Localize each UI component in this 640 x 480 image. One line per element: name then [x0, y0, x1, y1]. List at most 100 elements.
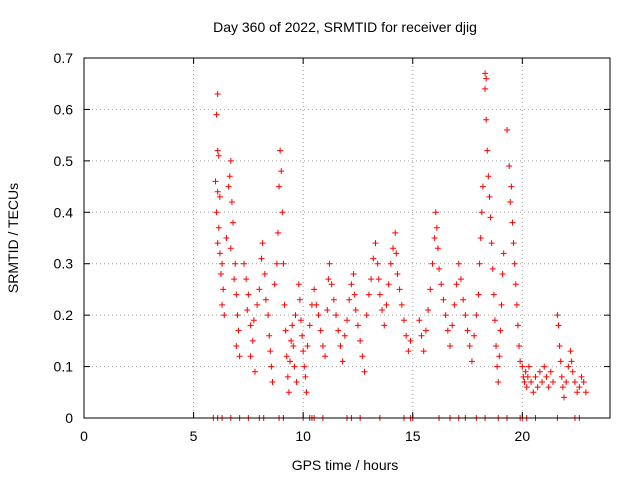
data-point [560, 394, 567, 401]
data-point [247, 322, 254, 329]
data-point [225, 183, 232, 190]
data-point [509, 219, 516, 226]
data-point [348, 281, 355, 288]
data-point [478, 209, 485, 216]
data-point [231, 276, 238, 283]
data-point [261, 271, 268, 277]
data-point [554, 312, 561, 319]
data-point [315, 312, 322, 319]
data-point [370, 255, 377, 262]
data-point [396, 286, 403, 293]
data-point [278, 168, 285, 175]
data-point [216, 250, 223, 257]
data-point [521, 379, 528, 385]
y-tick-labels: 0 0.1 0.2 0.3 0.4 0.5 0.6 0.7 [54, 50, 74, 426]
data-point [508, 183, 515, 190]
data-point [487, 214, 494, 221]
data-point [489, 265, 496, 272]
data-point [449, 322, 456, 329]
data-point [233, 343, 240, 349]
data-point [281, 301, 288, 308]
data-point [525, 363, 532, 370]
data-point [214, 147, 221, 154]
data-point [580, 379, 587, 385]
data-point [227, 245, 234, 252]
data-point [574, 389, 581, 396]
data-point [407, 337, 414, 344]
data-point [293, 379, 300, 385]
data-point [398, 301, 405, 308]
data-point [291, 363, 298, 370]
data-point [496, 353, 503, 360]
data-point [361, 368, 368, 375]
data-point [466, 343, 473, 349]
data-point [541, 363, 548, 370]
data-point [330, 296, 337, 303]
data-point [543, 373, 550, 380]
data-point [359, 353, 366, 360]
data-point [249, 337, 256, 344]
data-point [534, 384, 541, 391]
data-point [559, 384, 566, 391]
data-point [333, 312, 340, 319]
data-point [557, 358, 564, 365]
data-point [500, 250, 507, 257]
data-point [262, 296, 269, 303]
data-point [432, 209, 439, 216]
data-point [512, 281, 519, 288]
data-point [219, 260, 226, 267]
data-point [303, 389, 310, 396]
x-tick-label: 0 [80, 428, 88, 444]
data-point [258, 255, 265, 262]
data-point [523, 384, 530, 391]
data-point [283, 353, 290, 360]
data-point [326, 260, 333, 267]
data-point [337, 343, 344, 349]
data-point [482, 70, 489, 77]
data-point [363, 312, 370, 319]
data-point [299, 332, 306, 339]
x-tick-label: 20 [515, 428, 531, 444]
data-point [214, 91, 221, 97]
data-point [234, 312, 241, 319]
data-point [287, 358, 294, 365]
data-point [322, 353, 329, 360]
data-point [536, 368, 543, 375]
data-point [464, 327, 471, 334]
data-point [301, 363, 308, 370]
data-point [558, 373, 565, 380]
data-point [277, 147, 284, 154]
data-point [250, 317, 257, 324]
data-point [335, 327, 342, 334]
data-point [394, 271, 401, 277]
data-point [451, 301, 458, 308]
data-point [497, 327, 504, 334]
data-point [346, 296, 353, 303]
data-point [530, 389, 537, 396]
data-point [273, 260, 280, 267]
data-point [285, 389, 292, 396]
data-point [425, 307, 432, 313]
data-point [227, 157, 234, 164]
data-point [507, 199, 514, 205]
data-point [317, 327, 324, 334]
data-point [381, 322, 388, 329]
data-point [300, 348, 307, 355]
data-point [516, 343, 523, 349]
data-point [387, 260, 394, 267]
y-tick-label: 0.7 [54, 50, 74, 66]
data-point [256, 286, 263, 293]
data-point [393, 250, 400, 257]
data-point [568, 358, 575, 365]
data-point [434, 245, 441, 252]
data-point [288, 337, 295, 344]
data-point [289, 322, 296, 329]
x-tick-label: 10 [295, 428, 311, 444]
data-point [350, 271, 357, 277]
data-point [420, 348, 427, 355]
data-point [457, 276, 464, 283]
data-point [462, 312, 469, 319]
data-point [494, 363, 501, 370]
data-point [254, 301, 261, 308]
data-point [213, 111, 220, 118]
